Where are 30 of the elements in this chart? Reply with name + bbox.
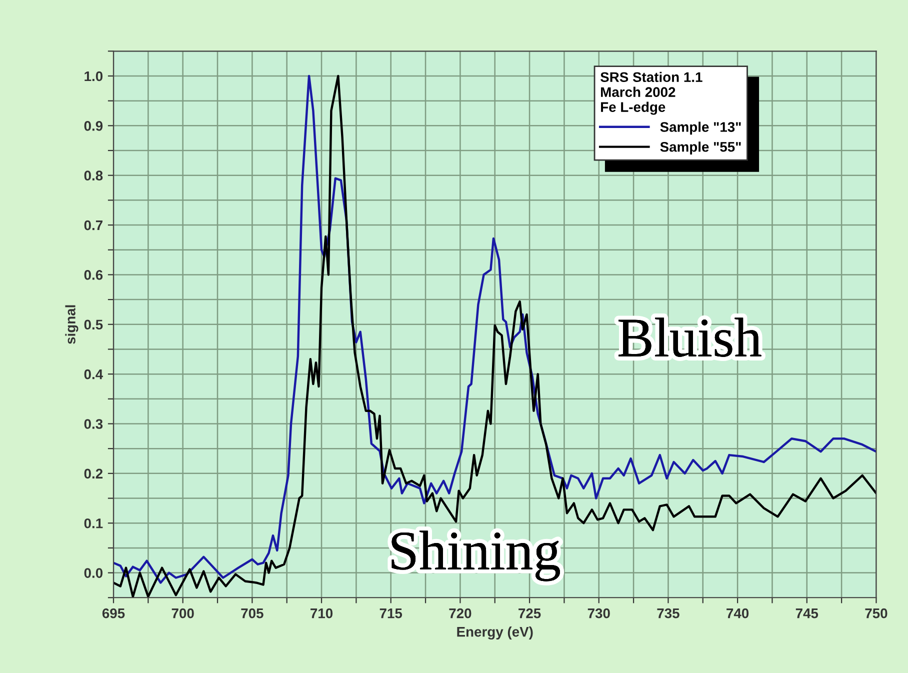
y-tick-label: 0.6 — [84, 270, 103, 280]
y-tick-label: 0.2 — [84, 468, 103, 479]
annotation: Shining — [392, 530, 560, 582]
x-axis-title: Energy (eV) — [457, 626, 533, 640]
x-tick-label: 705 — [241, 608, 264, 618]
x-tick-label: 725 — [518, 608, 541, 618]
y-tick-label: 0.0 — [84, 568, 103, 578]
y-tick-label: 0.7 — [84, 220, 102, 230]
y-axis-title: signal — [65, 305, 78, 344]
x-tick-label: 730 — [588, 608, 610, 618]
x-tick-label: 740 — [726, 608, 749, 618]
annotation: Bluish — [618, 318, 762, 357]
y-tick-label: 1.0 — [84, 71, 103, 82]
y-tick-label: 0.4 — [84, 369, 104, 380]
y-tick-label: 0.8 — [84, 170, 103, 181]
legend-label: Sample "13" — [660, 122, 741, 135]
y-tick-label: 0.3 — [84, 419, 103, 429]
x-tick-label: 745 — [796, 608, 818, 618]
x-tick-label: 695 — [102, 608, 125, 618]
legend-label: Sample "55" — [660, 142, 741, 155]
x-tick-label: 700 — [172, 608, 194, 618]
x-tick-label: 710 — [310, 608, 333, 618]
y-tick-label: 0.1 — [84, 518, 103, 528]
x-tick-label: 715 — [380, 608, 402, 618]
x-tick-label: 720 — [449, 608, 472, 618]
legend-title: SRS Station 1.1 March 2002 Fe L-edge — [600, 72, 702, 115]
y-tick-label: 0.9 — [84, 121, 103, 131]
x-tick-label: 735 — [657, 608, 680, 618]
x-tick-label: 750 — [865, 608, 888, 618]
y-tick-label: 0.5 — [84, 320, 103, 330]
